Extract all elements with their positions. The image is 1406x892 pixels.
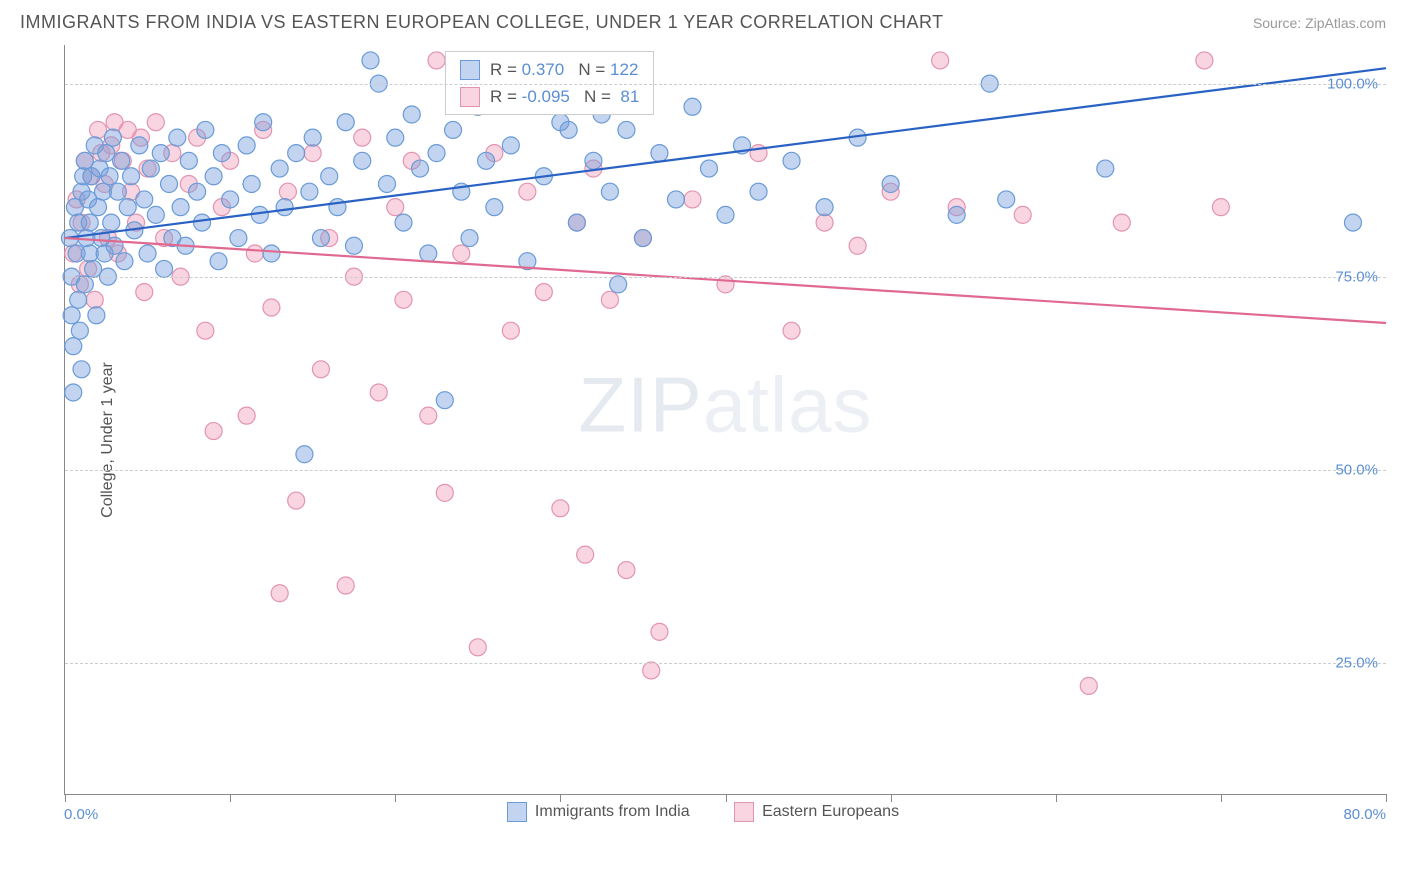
y-tick-label: 50.0% (1335, 461, 1378, 478)
legend-swatch-1 (507, 802, 527, 822)
stats-swatch-1 (460, 60, 480, 80)
legend-item-1: Immigrants from India (507, 802, 690, 822)
stats-row-series-1: R = 0.370 N = 122 (460, 56, 639, 83)
stats-n-value-2: 81 (620, 83, 639, 110)
stats-swatch-2 (460, 87, 480, 107)
stats-n-value-1: 122 (610, 56, 638, 83)
stats-r-value-2: -0.095 (522, 83, 570, 110)
bottom-legend: Immigrants from India Eastern Europeans (20, 802, 1386, 827)
stats-n-label: N = (570, 83, 621, 110)
legend-item-2: Eastern Europeans (734, 802, 899, 822)
y-tick-label: 75.0% (1335, 268, 1378, 285)
stats-r-label: R = (490, 56, 522, 83)
stats-r-label: R = (490, 83, 522, 110)
chart-container: College, Under 1 year ZIPatlas R = 0.370… (20, 45, 1386, 835)
stats-r-value-1: 0.370 (522, 56, 565, 83)
source-label: Source: ZipAtlas.com (1253, 15, 1386, 31)
plot-area: ZIPatlas R = 0.370 N = 122 R = -0.095 N … (64, 45, 1386, 795)
chart-title: IMMIGRANTS FROM INDIA VS EASTERN EUROPEA… (20, 12, 944, 33)
legend-swatch-2 (734, 802, 754, 822)
y-tick-label: 100.0% (1327, 75, 1378, 92)
stats-n-label: N = (564, 56, 610, 83)
scatter-plot-svg (65, 45, 1386, 794)
legend-label-1: Immigrants from India (535, 803, 690, 821)
legend-label-2: Eastern Europeans (762, 803, 899, 821)
y-tick-label: 25.0% (1335, 654, 1378, 671)
stats-row-series-2: R = -0.095 N = 81 (460, 83, 639, 110)
chart-header: IMMIGRANTS FROM INDIA VS EASTERN EUROPEA… (0, 0, 1406, 41)
